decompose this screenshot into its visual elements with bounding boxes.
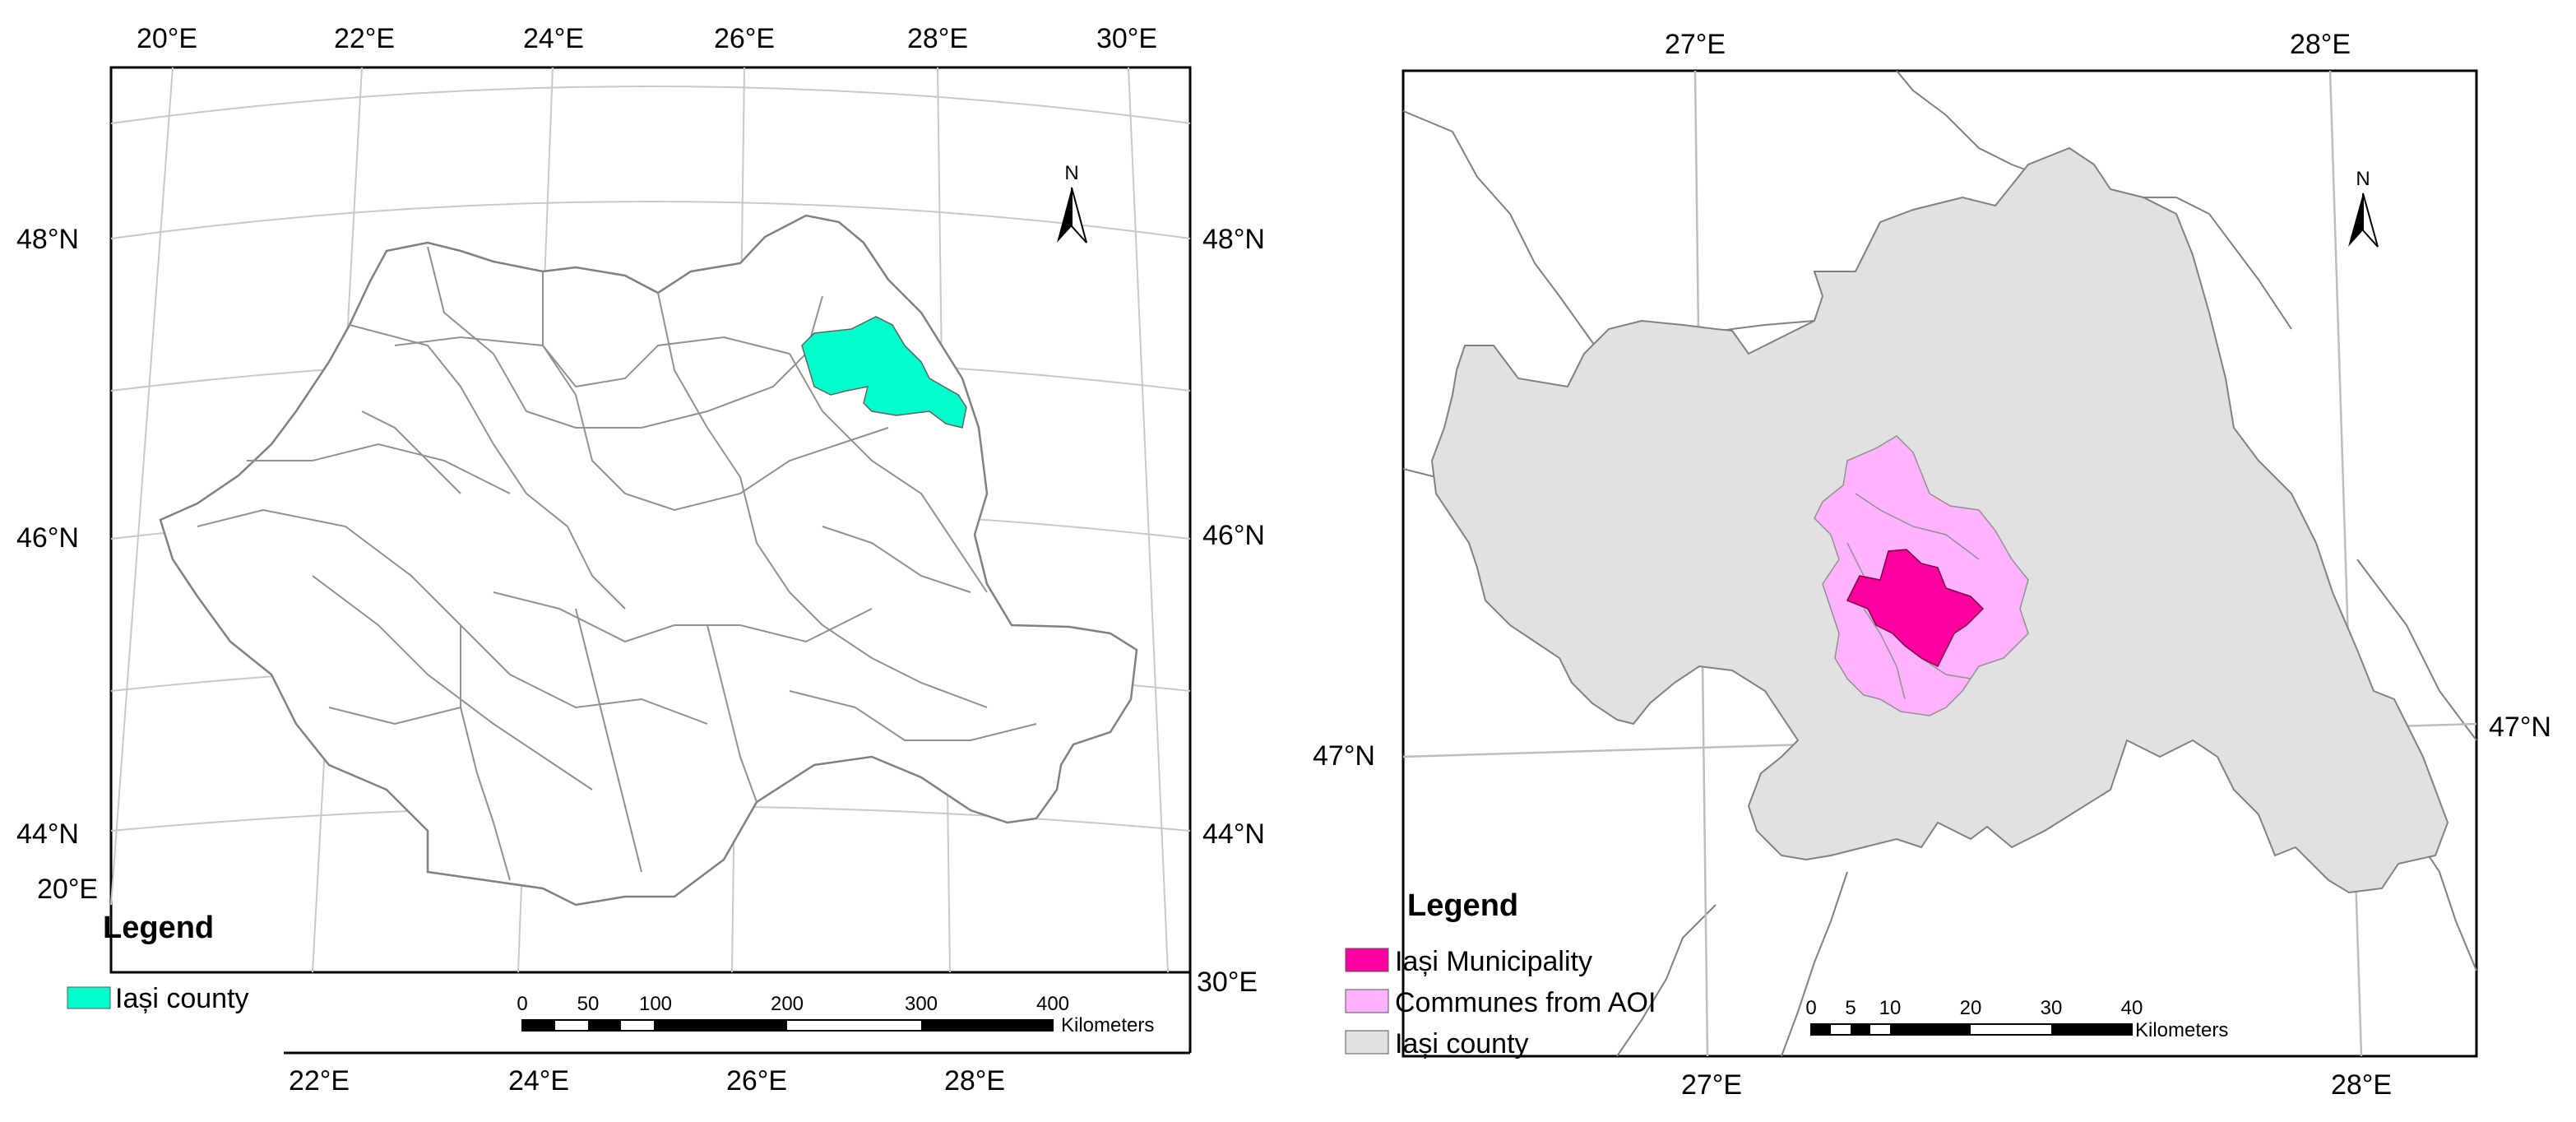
lat-label-left-48: 48°N [16, 224, 79, 255]
lon-label-top-28: 28°E [907, 23, 968, 54]
lon-label-bottom-27: 27°E [1681, 1069, 1742, 1101]
lat-label-left-47: 47°N [1313, 740, 1375, 772]
legend-label-iasi-municipality: Iași Municipality [1395, 946, 1592, 977]
scale-bar: 0 50 100 200 300 400 Kilometers [517, 993, 1154, 1036]
scale-tick-10: 10 [1879, 997, 1902, 1019]
lon-label-top-20: 20°E [137, 23, 197, 54]
scale-unit: Kilometers [2135, 1019, 2228, 1041]
lat-label-right-47: 47°N [2489, 712, 2551, 743]
lat-label-left-46: 46°N [16, 522, 79, 554]
north-arrow-icon: N [2348, 168, 2379, 248]
lat-label-right-44: 44°N [1202, 818, 1265, 850]
north-arrow-label: N [1064, 162, 1078, 184]
scale-tick-0: 0 [1805, 997, 1816, 1019]
scale-tick-20: 20 [1960, 997, 1982, 1019]
scale-tick-0: 0 [517, 993, 527, 1015]
iasi-municipality-area [1846, 549, 1985, 668]
legend-label-communes-aoi: Communes from AOI [1395, 987, 1656, 1018]
corner-lon-label-right: 30°E [1197, 967, 1258, 998]
scale-unit: Kilometers [1061, 1014, 1154, 1036]
lon-label-bottom-28: 28°E [2331, 1069, 2392, 1101]
north-arrow-label: N [2356, 168, 2370, 190]
legend-title: Legend [103, 911, 214, 945]
legend-swatch-iasi-county [1345, 1030, 1389, 1055]
iasi-county-highlight [801, 316, 967, 429]
north-arrow-icon: N [1057, 162, 1087, 243]
scale-tick-5: 5 [1845, 997, 1856, 1019]
scale-tick-40: 40 [2121, 997, 2143, 1019]
legend-swatch-iasi-municipality [1345, 948, 1389, 972]
lat-label-right-46: 46°N [1202, 520, 1265, 551]
commune-boundaries [1846, 493, 1980, 700]
lon-label-bottom-22: 22°E [289, 1065, 350, 1096]
legend-swatch-communes-aoi [1345, 989, 1389, 1013]
scale-tick-100: 100 [639, 993, 672, 1015]
lon-label-bottom-28: 28°E [944, 1065, 1005, 1096]
scale-tick-50: 50 [577, 993, 600, 1015]
legend-title: Legend [1407, 888, 1518, 923]
lon-label-top-28: 28°E [2290, 29, 2351, 60]
scale-bar: 0 5 10 20 30 40 Kilometers [1805, 997, 2228, 1041]
scale-tick-300: 300 [905, 993, 938, 1015]
scale-tick-400: 400 [1036, 993, 1069, 1015]
legend-label-iasi-county: Iași county [1395, 1028, 1529, 1059]
iasi-county-detail-map-panel: 27°E 28°E 27°E 28°E 47°N 47°N N Legend I… [1288, 0, 2576, 1122]
scale-tick-200: 200 [771, 993, 804, 1015]
iasi-county-detail-map: 27°E 28°E 27°E 28°E 47°N 47°N N Legend I… [1313, 29, 2551, 1101]
corner-lon-label-left: 20°E [37, 874, 98, 905]
legend-label-iasi-county: Iași county [115, 983, 249, 1014]
county-boundaries [197, 246, 1037, 881]
lat-label-right-48: 48°N [1202, 224, 1265, 255]
lon-label-top-26: 26°E [714, 23, 775, 54]
lon-label-bottom-24: 24°E [508, 1065, 569, 1096]
lon-label-top-30: 30°E [1096, 23, 1157, 54]
lon-label-bottom-26: 26°E [726, 1065, 787, 1096]
scale-tick-30: 30 [2041, 997, 2063, 1019]
romania-overview-map: 20°E 22°E 24°E 26°E 28°E 30°E 48°N 46°N … [16, 23, 1265, 1096]
lat-label-left-44: 44°N [16, 818, 79, 850]
legend-swatch-iasi-county [67, 986, 111, 1009]
lon-label-top-22: 22°E [334, 23, 395, 54]
lon-label-top-27: 27°E [1665, 29, 1726, 60]
romania-overview-map-panel: 20°E 22°E 24°E 26°E 28°E 30°E 48°N 46°N … [16, 23, 1265, 1096]
lon-label-top-24: 24°E [523, 23, 584, 54]
